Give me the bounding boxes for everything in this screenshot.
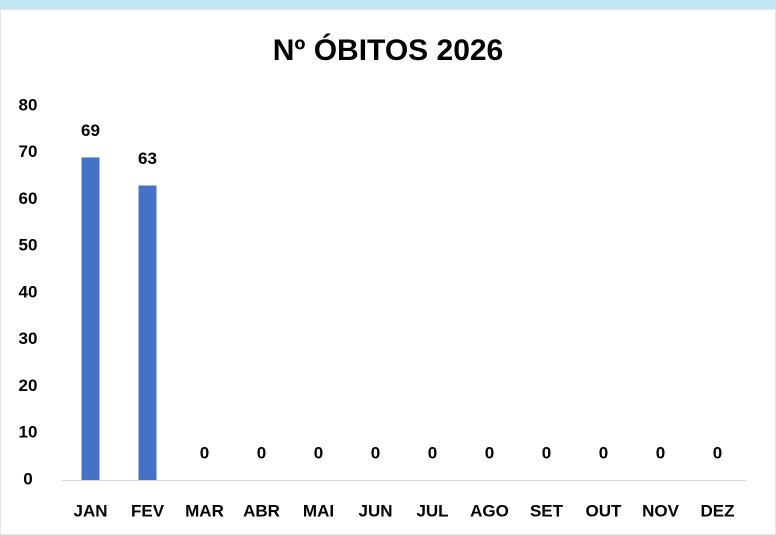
x-tick-label: MAI: [303, 501, 334, 520]
y-tick-label: 70: [19, 142, 38, 161]
y-tick-label: 60: [19, 189, 38, 208]
data-label: 0: [257, 443, 266, 462]
bar: [81, 157, 100, 481]
data-label: 0: [314, 443, 323, 462]
y-tick-label: 30: [19, 329, 38, 348]
data-label: 0: [428, 443, 437, 462]
top-band: [0, 0, 776, 9]
x-tick-label: FEV: [131, 501, 165, 520]
data-label: 0: [371, 443, 380, 462]
data-label: 0: [713, 443, 722, 462]
data-label: 0: [656, 443, 665, 462]
y-tick-label: 10: [19, 423, 38, 442]
x-tick-label: ABR: [243, 501, 280, 520]
x-tick-label: JAN: [73, 501, 107, 520]
y-tick-label: 50: [19, 236, 38, 255]
y-tick-label: 80: [19, 95, 38, 114]
data-label: 69: [81, 121, 100, 140]
x-tick-label: OUT: [586, 501, 623, 520]
data-label: 63: [138, 149, 157, 168]
x-tick-label: JUN: [358, 501, 392, 520]
x-tick-label: JUL: [416, 501, 448, 520]
y-tick-label: 0: [23, 469, 32, 488]
x-tick-label: NOV: [642, 501, 680, 520]
data-label: 0: [200, 443, 209, 462]
y-tick-label: 40: [19, 282, 38, 301]
x-tick-label: AGO: [470, 501, 509, 520]
data-label: 0: [599, 443, 608, 462]
data-label: 0: [485, 443, 494, 462]
chart-title: Nº ÓBITOS 2026: [273, 33, 504, 67]
bar: [138, 185, 157, 480]
data-label: 0: [542, 443, 551, 462]
x-tick-label: SET: [530, 501, 564, 520]
x-tick-label: MAR: [185, 501, 224, 520]
y-tick-label: 20: [19, 376, 38, 395]
x-tick-label: DEZ: [701, 501, 735, 520]
